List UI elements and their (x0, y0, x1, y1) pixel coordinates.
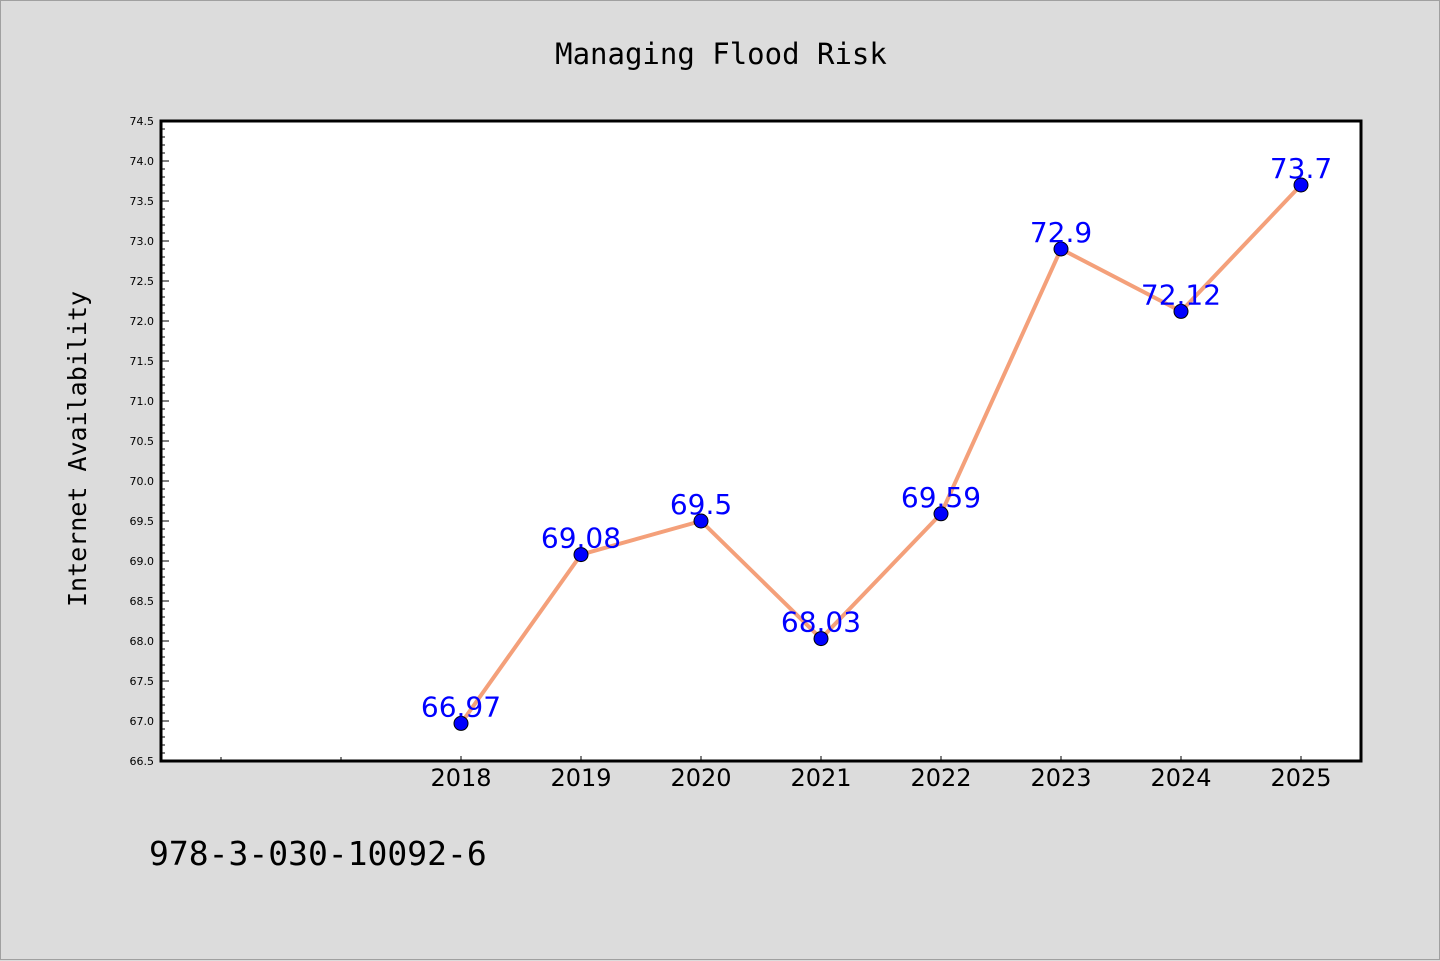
data-label: 66.97 (421, 690, 501, 723)
chart-title: Managing Flood Risk (555, 37, 887, 71)
y-tick-label: 74.5 (130, 115, 155, 128)
x-tick-label: 2024 (1150, 764, 1211, 792)
data-point (693, 513, 709, 529)
y-tick-label: 70.0 (130, 475, 155, 488)
x-tick-label: 2021 (790, 764, 851, 792)
y-tick-label: 67.5 (130, 675, 155, 688)
y-tick-label: 73.5 (130, 195, 155, 208)
y-tick-label: 68.5 (130, 595, 155, 608)
data-label: 68.03 (781, 606, 861, 639)
y-tick-label: 74.0 (130, 155, 155, 168)
y-tick-label: 69.5 (130, 515, 155, 528)
x-tick-label: 2023 (1030, 764, 1091, 792)
data-point (813, 631, 829, 647)
y-axis-ticks: 66.5 67.0 67.5 68.0 68.5 69.0 69.5 70.0 70.5 71.0… (130, 115, 169, 768)
data-label: 72.9 (1030, 216, 1092, 249)
isbn-text: 978-3-030-10092-6 (149, 834, 487, 873)
y-tick-label: 73.0 (130, 235, 155, 248)
y-tick-label: 70.5 (130, 435, 155, 448)
y-tick-label: 68.0 (130, 635, 155, 648)
y-tick-label: 71.0 (130, 395, 155, 408)
x-tick-label: 2022 (910, 764, 971, 792)
data-point (933, 506, 949, 522)
data-point (1173, 303, 1189, 319)
data-label: 73.7 (1270, 152, 1332, 185)
y-tick-label: 72.0 (130, 315, 155, 328)
data-label: 69.08 (541, 522, 621, 555)
y-axis-label: Internet Availability (63, 291, 92, 607)
x-tick-label: 2019 (550, 764, 611, 792)
data-label: 72.12 (1141, 278, 1221, 311)
data-point (1053, 241, 1069, 257)
x-tick-label: 2025 (1270, 764, 1331, 792)
data-label: 69.59 (901, 481, 981, 514)
y-tick-label: 67.0 (130, 715, 155, 728)
y-tick-label: 72.5 (130, 275, 155, 288)
series-line-group: 66.97 69.08 69.5 68.03 69.59 72.9 72.12 73.7 (421, 152, 1332, 731)
data-point (573, 547, 589, 563)
x-axis-ticks: 2018 2019 2020 2021 2022 2023 2024 2025 (220, 756, 1332, 792)
x-tick-label: 2020 (670, 764, 731, 792)
x-tick-label: 2018 (430, 764, 491, 792)
y-tick-label: 66.5 (130, 755, 155, 768)
plot-area (159, 119, 1363, 763)
series-line (459, 183, 1303, 725)
data-point (453, 715, 469, 731)
y-tick-label: 69.0 (130, 555, 155, 568)
data-label: 69.5 (670, 488, 732, 521)
y-tick-label: 71.5 (130, 355, 155, 368)
data-point (1293, 177, 1309, 193)
